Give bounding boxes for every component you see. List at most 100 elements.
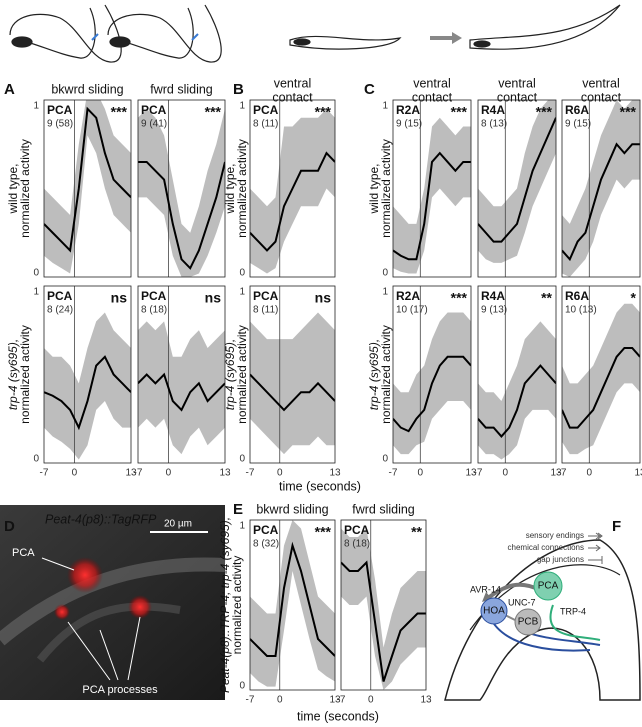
- plot-frame: [249, 285, 336, 464]
- y-tick-label: 0: [239, 681, 245, 692]
- plot-frame: [340, 519, 427, 691]
- plot-frame: [137, 99, 226, 278]
- panel-f: F sensory endings chemical connections g…: [444, 518, 641, 701]
- x-tick-label: 13: [420, 695, 432, 706]
- plot: [250, 100, 335, 277]
- significance: ***: [111, 104, 128, 120]
- mean-trace: [562, 346, 640, 429]
- mean-trace: [250, 541, 335, 657]
- plot-frame: [249, 99, 336, 278]
- column-header: fwrd sliding: [150, 82, 213, 96]
- n-label: 10 (13): [565, 305, 597, 316]
- significance: ***: [315, 104, 332, 120]
- x-tick-label: -7: [337, 695, 346, 706]
- y-axis-label: normalized activity: [18, 139, 32, 238]
- neuron-label: R6A: [565, 289, 589, 303]
- mean-trace: [478, 117, 556, 243]
- y-tick-label: 1: [382, 287, 388, 298]
- neuron-label: R4A: [481, 103, 505, 117]
- x-tick-label: 0: [587, 468, 593, 479]
- x-axis-label: time (seconds): [297, 709, 379, 723]
- neuron-label: PCA: [47, 289, 73, 303]
- column-header: ventral: [582, 76, 620, 90]
- y-tick-label: 1: [239, 287, 245, 298]
- y-axis-label: trp-4 (sy695),: [223, 339, 237, 410]
- x-tick-label: 0: [72, 468, 78, 479]
- x-tick-label: 0: [277, 695, 283, 706]
- plot-frame: [561, 285, 641, 464]
- y-tick-label: 1: [33, 101, 39, 112]
- sem-band: [562, 100, 640, 277]
- significance: *: [631, 290, 637, 306]
- x-tick-label: 13: [125, 468, 137, 479]
- label: AVR-14: [470, 584, 501, 594]
- column-header: contact: [581, 90, 622, 104]
- sem-band: [250, 520, 335, 687]
- plot-frame: [137, 285, 226, 464]
- label: UNC-7: [508, 597, 536, 607]
- panel-title: Peat-4(p8)::TagRFP: [45, 512, 157, 526]
- y-tick-label: 0: [382, 268, 388, 279]
- y-axis-label: normalized activity: [230, 556, 244, 655]
- neuron-label: PCA: [253, 523, 279, 537]
- node: [480, 597, 508, 625]
- x-tick-label: -7: [246, 468, 255, 479]
- x-tick-label: 0: [368, 695, 374, 706]
- panel-letter: E: [233, 501, 243, 518]
- mean-trace: [393, 355, 471, 433]
- n-label: 8 (13): [481, 119, 507, 130]
- significance: ***: [451, 290, 468, 306]
- y-tick-label: 0: [33, 268, 39, 279]
- plot-frame: [477, 285, 557, 464]
- x-tick-label: 13: [329, 695, 341, 706]
- significance: ***: [315, 524, 332, 540]
- significance: **: [541, 290, 552, 306]
- panel-d: D Peat-4(p8)::TagRFP 20 µm PCA PCA proce…: [0, 505, 226, 700]
- scale-label: 20 µm: [164, 519, 192, 530]
- y-axis-label: normalized activity: [379, 139, 393, 238]
- y-tick-label: 0: [382, 454, 388, 465]
- x-tick-label: -7: [246, 695, 255, 706]
- neuron-label: PCA: [141, 103, 167, 117]
- x-tick-label: 13: [465, 468, 477, 479]
- y-tick-label: 0: [239, 268, 245, 279]
- y-axis-label: trp-4 (sy695),: [6, 339, 20, 410]
- n-label: 10 (17): [396, 305, 428, 316]
- sem-band: [44, 100, 131, 274]
- column-header: bkwrd sliding: [51, 82, 123, 96]
- n-label: 8 (11): [253, 305, 278, 316]
- y-axis-label: wild type,: [6, 163, 20, 214]
- y-axis-label: wild type,: [223, 163, 237, 214]
- n-label: 9 (15): [565, 119, 591, 130]
- node-label: PCA: [538, 581, 559, 592]
- plot: [478, 100, 556, 277]
- plot-frame: [392, 99, 472, 278]
- y-tick-label: 0: [239, 454, 245, 465]
- neuron-label: R4A: [481, 289, 505, 303]
- x-tick-label: 0: [166, 468, 172, 479]
- sem-band: [250, 108, 335, 274]
- legend-item: chemical connections: [508, 543, 584, 552]
- n-label: 8 (11): [253, 119, 278, 130]
- y-axis-label: normalized activity: [235, 139, 249, 238]
- significance: ***: [620, 104, 637, 120]
- plot: [562, 286, 640, 463]
- x-axis-label: time (seconds): [279, 479, 361, 493]
- sem-band: [478, 321, 556, 460]
- mean-trace: [138, 372, 225, 412]
- column-header: contact: [272, 90, 313, 104]
- panel-letter: A: [4, 81, 15, 98]
- plot-frame: [43, 285, 132, 464]
- legend-item: gap junctions: [537, 555, 584, 564]
- x-tick-label: 0: [418, 468, 424, 479]
- sem-band: [44, 312, 131, 460]
- n-label: 8 (24): [47, 305, 73, 316]
- column-header: fwrd sliding: [352, 502, 415, 516]
- plot: [138, 100, 225, 277]
- x-tick-label: -7: [389, 468, 398, 479]
- plot-frame: [43, 99, 132, 278]
- mean-trace: [44, 106, 131, 253]
- y-tick-label: 1: [239, 521, 245, 532]
- plot: [393, 100, 471, 277]
